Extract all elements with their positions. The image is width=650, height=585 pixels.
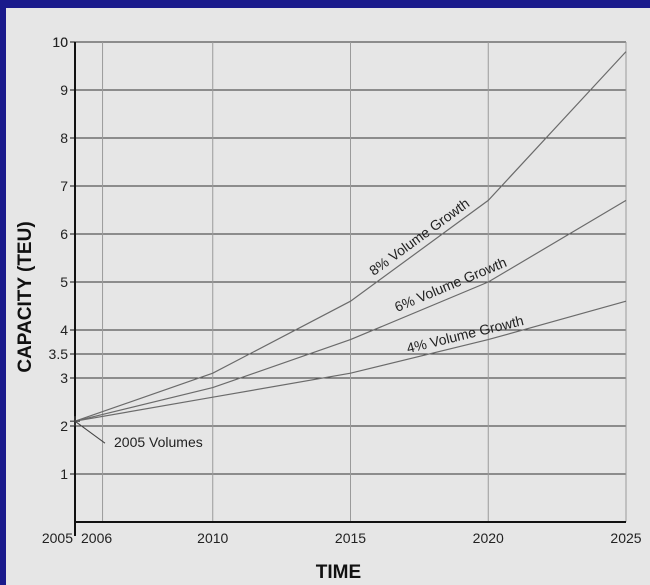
x-tick-label: 2005 [42, 530, 73, 546]
y-tick-label: 9 [60, 82, 68, 98]
y-tick-label: 6 [60, 226, 68, 242]
x-tick-label: 2020 [473, 530, 504, 546]
y-tick-label: 8 [60, 130, 68, 146]
x-axis-title: TIME [316, 562, 361, 583]
y-tick-label: 10 [52, 34, 68, 50]
series-label-2: 6% Volume Growth [392, 254, 509, 315]
x-tick-label: 2010 [197, 530, 228, 546]
annotation-2005-volumes: 2005 Volumes [114, 434, 203, 450]
series-line-2 [74, 199, 627, 422]
x-tick-label: 2006 [81, 530, 112, 546]
y-axis-title: CAPACITY (TEU) [15, 221, 36, 372]
y-tick-label: 4 [60, 322, 68, 338]
y-tick-label: 2 [60, 418, 68, 434]
chart-panel [6, 8, 650, 585]
y-tick-label: 3 [60, 370, 68, 386]
y-tick-label: 5 [60, 274, 68, 290]
series-line-1 [74, 51, 627, 422]
y-tick-label: 1 [60, 466, 68, 482]
y-tick-label: 10 [52, 34, 68, 50]
series-label-1: 8% Volume Growth [366, 195, 472, 279]
series-line-3 [74, 300, 627, 422]
y-tick-label: 7 [60, 178, 68, 194]
x-tick-label: 2025 [610, 530, 641, 546]
annotation-leader [74, 420, 106, 444]
x-tick-label: 2015 [335, 530, 366, 546]
y-tick-label: 3.5 [49, 346, 69, 362]
